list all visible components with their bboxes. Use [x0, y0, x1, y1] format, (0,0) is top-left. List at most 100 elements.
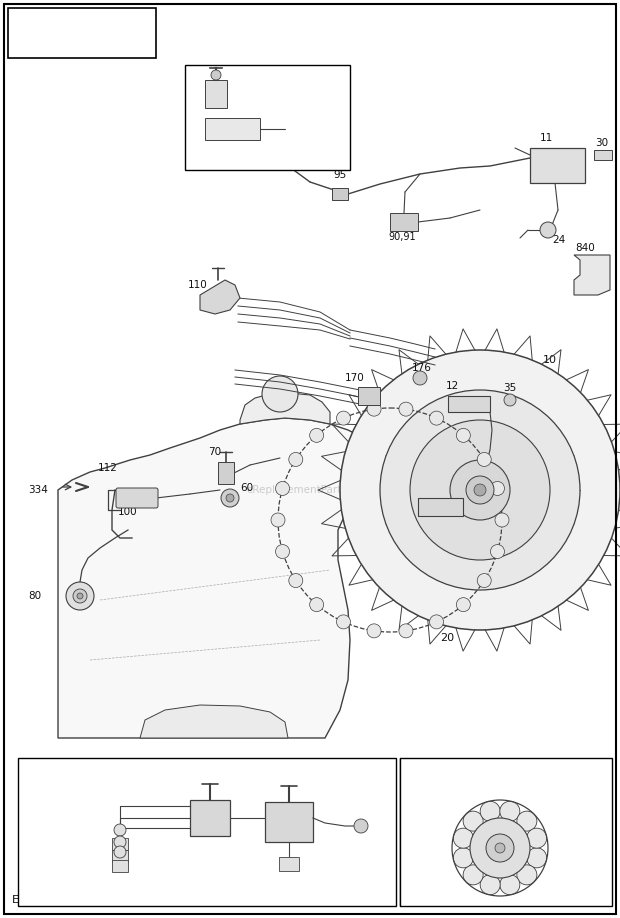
Circle shape: [470, 818, 530, 878]
Circle shape: [430, 615, 443, 629]
Text: 35: 35: [503, 383, 516, 393]
Circle shape: [453, 828, 473, 848]
Bar: [112, 860, 128, 872]
Circle shape: [275, 544, 290, 558]
Text: 90,91: 90,91: [388, 232, 415, 242]
Circle shape: [527, 828, 547, 848]
Circle shape: [413, 371, 427, 385]
Text: 176: 176: [412, 363, 432, 373]
Text: 95: 95: [334, 170, 347, 180]
Text: FIG. 700: FIG. 700: [16, 19, 146, 47]
Circle shape: [490, 544, 505, 558]
Circle shape: [399, 624, 413, 638]
Bar: [205, 118, 260, 140]
Polygon shape: [200, 280, 240, 314]
Circle shape: [73, 589, 87, 603]
Bar: [530, 148, 585, 183]
Circle shape: [340, 350, 620, 630]
Text: 60: 60: [240, 483, 253, 493]
Circle shape: [477, 453, 491, 466]
Bar: [332, 188, 348, 200]
Text: 13: 13: [400, 490, 414, 500]
Circle shape: [486, 834, 514, 862]
Circle shape: [289, 453, 303, 466]
Text: eReplacementParts.com: eReplacementParts.com: [247, 485, 373, 495]
Circle shape: [474, 484, 486, 496]
Bar: [18, 758, 396, 906]
Text: 60: 60: [255, 771, 268, 781]
Circle shape: [456, 429, 471, 442]
Circle shape: [211, 70, 221, 80]
Circle shape: [450, 460, 510, 520]
Bar: [448, 396, 490, 412]
Circle shape: [114, 846, 126, 858]
Bar: [390, 213, 418, 231]
Circle shape: [114, 836, 126, 848]
Text: 100: 100: [118, 507, 138, 517]
Circle shape: [456, 598, 471, 611]
Bar: [112, 850, 128, 862]
Text: 334: 334: [28, 485, 48, 495]
Circle shape: [540, 222, 556, 238]
Circle shape: [114, 824, 126, 836]
Circle shape: [367, 624, 381, 638]
Bar: [400, 758, 612, 906]
Bar: [279, 857, 299, 871]
Circle shape: [463, 865, 483, 885]
Circle shape: [309, 598, 324, 611]
Circle shape: [495, 513, 509, 527]
Text: 170: 170: [345, 373, 365, 383]
Text: 270070000W01: 270070000W01: [520, 895, 608, 905]
Circle shape: [517, 812, 537, 831]
Bar: [185, 65, 350, 170]
Circle shape: [430, 411, 443, 425]
Circle shape: [517, 865, 537, 885]
Bar: [112, 838, 128, 850]
Circle shape: [289, 574, 303, 588]
Polygon shape: [574, 255, 610, 295]
Bar: [358, 387, 380, 405]
Circle shape: [500, 875, 520, 895]
Polygon shape: [240, 393, 330, 424]
Text: 15: 15: [494, 771, 507, 781]
Circle shape: [77, 593, 83, 599]
Bar: [8, 8, 156, 58]
Circle shape: [275, 481, 290, 496]
Circle shape: [262, 376, 298, 412]
Circle shape: [466, 476, 494, 504]
Polygon shape: [58, 418, 375, 738]
Circle shape: [480, 801, 500, 822]
Circle shape: [221, 489, 239, 507]
Circle shape: [477, 574, 491, 588]
Circle shape: [480, 875, 500, 895]
Text: 24: 24: [552, 235, 565, 245]
Circle shape: [337, 615, 350, 629]
Text: 20: 20: [440, 633, 454, 643]
Text: 90: 90: [300, 120, 313, 130]
Circle shape: [354, 819, 368, 833]
Bar: [205, 80, 227, 108]
Text: 112: 112: [98, 463, 118, 473]
Circle shape: [490, 481, 505, 496]
Text: 80: 80: [28, 591, 41, 601]
Bar: [218, 462, 234, 484]
Bar: [418, 498, 463, 516]
Polygon shape: [140, 705, 288, 738]
Text: 92: 92: [300, 77, 313, 87]
Circle shape: [226, 494, 234, 502]
Circle shape: [380, 390, 580, 590]
Circle shape: [309, 429, 324, 442]
Text: 11: 11: [540, 133, 553, 143]
Circle shape: [337, 411, 350, 425]
Circle shape: [271, 513, 285, 527]
Bar: [265, 802, 313, 842]
Text: 10: 10: [543, 355, 557, 365]
Text: 12: 12: [445, 381, 459, 391]
Circle shape: [504, 394, 516, 406]
Circle shape: [399, 402, 413, 416]
FancyBboxPatch shape: [116, 488, 158, 508]
Text: 110: 110: [188, 280, 208, 290]
Circle shape: [495, 843, 505, 853]
Circle shape: [500, 801, 520, 822]
Circle shape: [463, 812, 483, 831]
